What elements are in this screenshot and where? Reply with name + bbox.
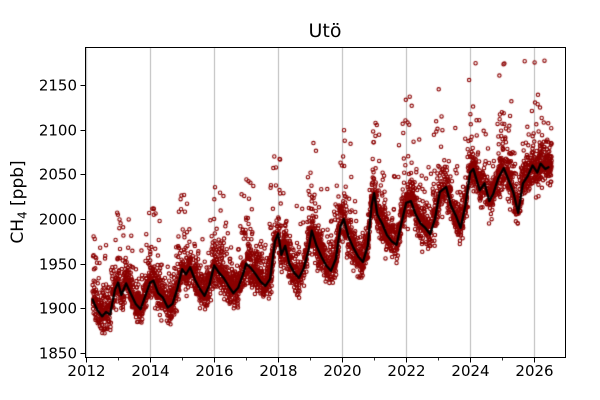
y-tick-label: 1900 (39, 300, 77, 318)
x-tick-labels: 2012 2014 2016 2018 2020 2022 2024 2026 (67, 362, 553, 380)
y-tick-label: 2000 (39, 211, 77, 229)
y-tick-label: 1850 (39, 345, 77, 363)
axis-ticks (80, 85, 535, 363)
x-tick-label: 2016 (195, 362, 233, 380)
y-tick-label: 1950 (39, 256, 77, 274)
x-tick-label: 2014 (131, 362, 169, 380)
y-tick-labels: 1850 1900 1950 2000 2050 2100 2150 (39, 77, 77, 363)
x-tick-label: 2018 (259, 362, 297, 380)
y-tick-label: 2050 (39, 166, 77, 184)
plot-frame (85, 47, 566, 358)
x-tick-label: 2026 (515, 362, 553, 380)
y-tick-label: 2150 (39, 77, 77, 95)
chart-title: Utö (309, 20, 342, 42)
x-tick-label: 2022 (387, 362, 425, 380)
x-tick-label: 2020 (323, 362, 361, 380)
y-axis-label: CH4 [ppb] (8, 160, 30, 243)
y-tick-label: 2100 (39, 122, 77, 140)
x-tick-label: 2024 (451, 362, 489, 380)
x-tick-label: 2012 (67, 362, 105, 380)
